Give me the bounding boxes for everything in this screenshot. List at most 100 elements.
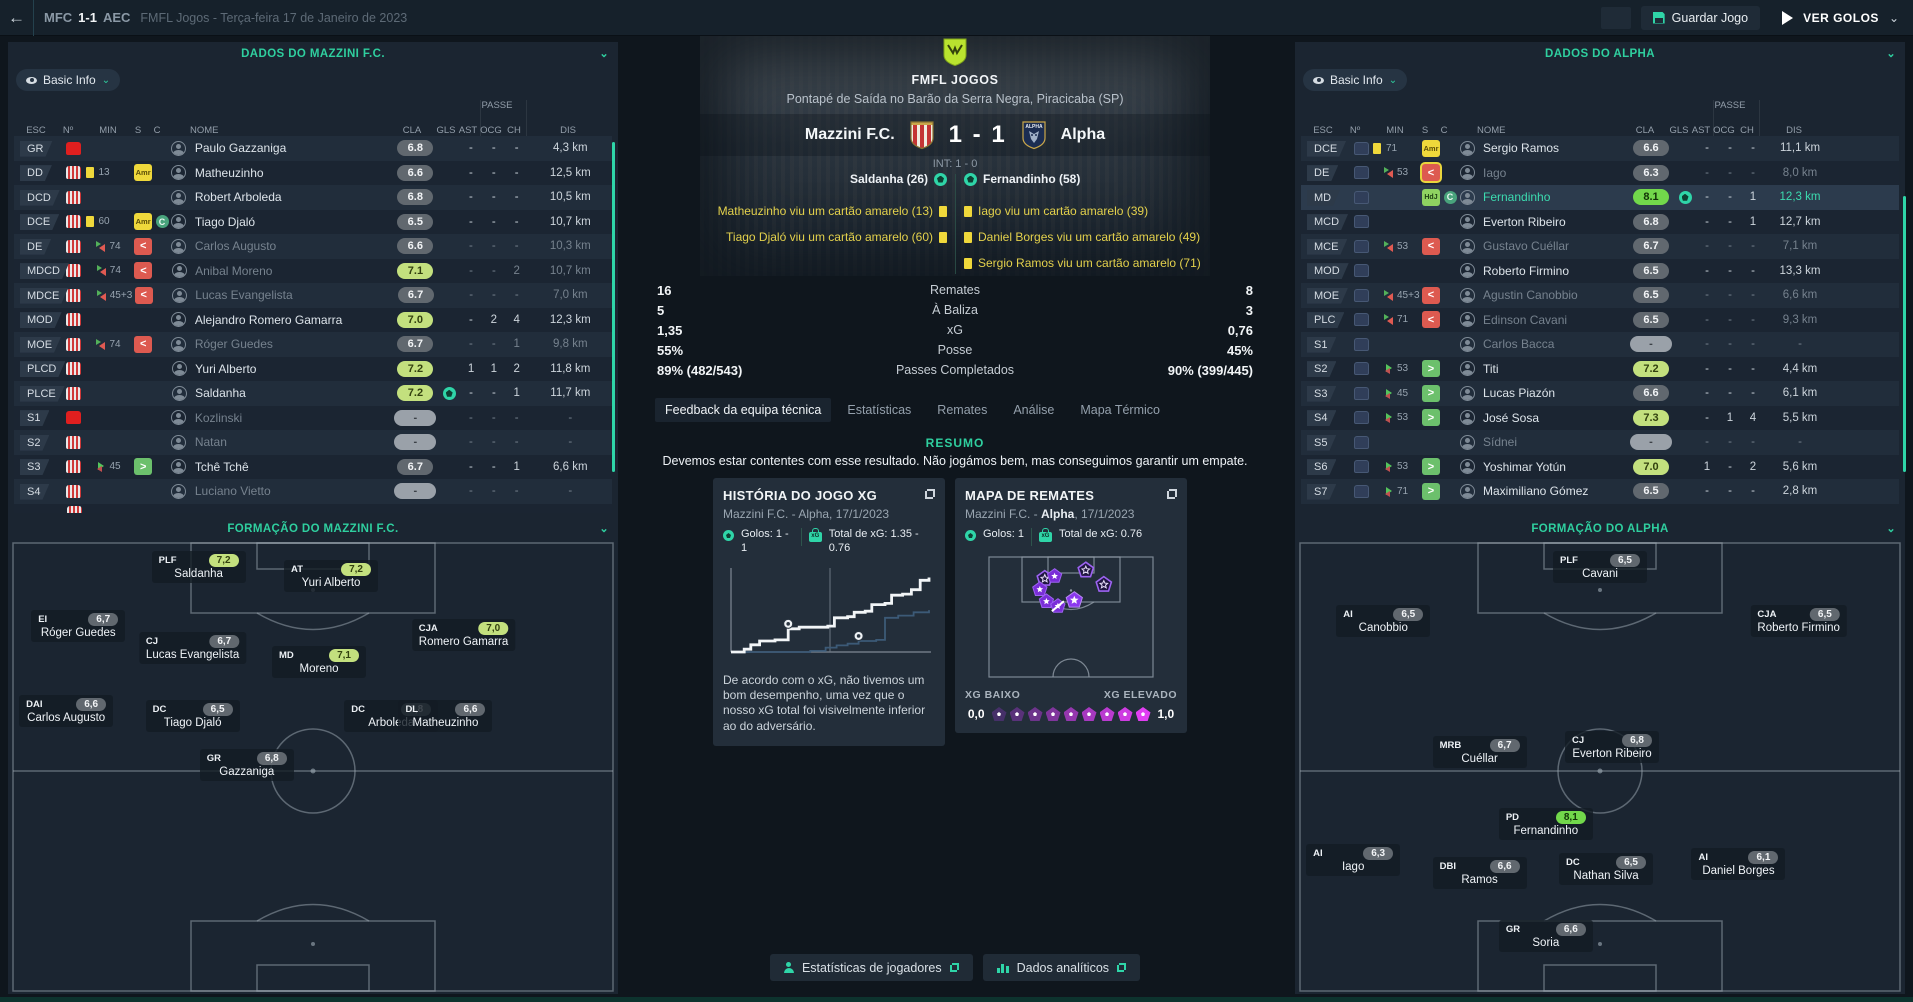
basic-info-dropdown[interactable]: Basic Info ⌄ [1303,69,1408,91]
formation-player-chip[interactable]: PLF 6,5 Cavani [1553,551,1647,583]
chevron-down-icon[interactable]: ⌄ [599,48,609,60]
table-row[interactable]: S6 53 > Yoshimar Yotún 7.0 1 - 2 5,6 km [1301,454,1899,479]
table-row[interactable]: MDCE 45+3 < Lucas Evangelista 6.7 - - - 7,0 km [14,283,612,308]
formation-player-chip[interactable]: DBI 6,6 Ramos [1432,857,1527,889]
save-game-button[interactable]: Guardar Jogo [1640,5,1761,30]
formation-player-chip[interactable]: CJ 6,8 Everton Ribeiro [1565,731,1660,763]
shot-marker[interactable] [1065,591,1083,608]
basic-info-dropdown[interactable]: Basic Info ⌄ [16,69,121,91]
formation-player-chip[interactable]: DL 6,6 Matheuzinho [398,699,493,732]
table-row[interactable]: S2 53 > Titi 7.2 - - - 4,4 km [1301,356,1899,381]
table-row[interactable]: S4 53 > José Sosa 7.3 - 1 4 5,5 km [1301,405,1899,430]
ch-value: - [514,289,519,302]
chevron-down-icon[interactable]: ⌄ [1888,10,1899,25]
formation-player-chip[interactable]: DC 6,5 Tiago Djaló [145,699,240,732]
rating-pill: 7,1 [329,648,360,662]
table-row[interactable]: S4 Luciano Vietto - - - - - [14,479,612,504]
table-row[interactable]: GR Paulo Gazzaniga 6.8 - - - 4,3 km [14,136,612,161]
table-row[interactable]: S7 71 > Maximiliano Gómez 6.5 - - - 2,8 km [1301,479,1899,504]
shot-marker[interactable] [1050,598,1066,613]
expand-icon[interactable] [1167,489,1177,499]
table-row[interactable]: DCE 60 Amr C Tiago Djaló 6.5 - - - 10,7 km [14,209,612,234]
tab-feedback-da-equipa-t-cnica[interactable]: Feedback da equipa técnica [655,398,832,422]
ghost-button[interactable] [1600,6,1631,29]
formation-player-chip[interactable]: AI 6,1 Daniel Borges [1691,848,1786,880]
avatar [171,385,187,401]
formation-player-chip[interactable]: DAI 6,6 Carlos Augusto [19,695,114,727]
col-header-min: MIN [1386,125,1404,136]
formation-player-chip[interactable]: DC 6,5 Nathan Silva [1559,852,1654,885]
ch-value: 1 [513,338,520,351]
formation-player-chip[interactable]: GR 6,8 Gazzaniga [199,749,294,781]
shot-marker[interactable] [1077,561,1095,578]
chevron-down-icon[interactable]: ⌄ [599,523,609,535]
rating-pill: 6.3 [1633,164,1669,181]
formation-player-chip[interactable]: CJ 6,7 Lucas Evangelista [138,632,247,664]
shot-marker[interactable] [1032,581,1048,596]
position-label: PLF [158,555,177,566]
expand-icon[interactable] [925,489,935,499]
shot-marker[interactable] [1095,575,1113,592]
table-row[interactable]: MOE 74 < Róger Guedes 6.7 - - 1 9,8 km [14,332,612,357]
table-row[interactable]: DCE 71 Amr Sergio Ramos 6.6 - - - 11,1 km [1301,136,1899,161]
watch-goals-button[interactable]: VER GOLOS [1803,10,1879,25]
table-row[interactable]: S3 45 > Lucas Piazón 6.6 - - - 6,1 km [1301,381,1899,406]
table-row[interactable]: MOD Roberto Firmino 6.5 - - - 13,3 km [1301,258,1899,283]
table-row[interactable]: DCD Robert Arboleda 6.8 - - - 10,5 km [14,185,612,210]
xg-description: De acordo com o xG, não tivemos um bom d… [723,672,926,733]
play-icon[interactable] [1782,10,1794,25]
table-row[interactable]: MDCD 74 < Anibal Moreno 7.1 - - 2 10,7 km [14,258,612,283]
table-row[interactable]: DE 53 < Iago 6.3 - - - 8,0 km [1301,160,1899,185]
footer-button[interactable]: Dados analíticos [982,954,1141,981]
formation-player-chip[interactable]: MD 7,1 Moreno [272,645,367,678]
table-row[interactable]: S1 Kozlinski - - - - - [14,405,612,430]
away-scorer-label: Fernandinho (58) [983,172,1081,186]
col-header-min: MIN [99,125,117,136]
tab-remates[interactable]: Remates [937,403,988,417]
table-row[interactable]: MD HdJ C Fernandinho 8.1 - - 1 12,3 km [1301,185,1899,210]
tab-estat-sticas[interactable]: Estatísticas [847,403,912,417]
formation-player-chip[interactable]: CJA 7,0 Romero Gamarra [411,618,516,651]
back-button[interactable]: ← [0,0,34,36]
formation-player-chip[interactable]: PD 8,1 Fernandinho [1498,807,1593,840]
table-row[interactable]: MOE 45+3 < Agustin Canobbio 6.5 - - - 6,6 km [1301,283,1899,308]
shirt-icon [1353,337,1369,351]
formation-player-chip[interactable]: CJA 6,5 Roberto Firmino [1750,605,1847,637]
scrollbar[interactable] [1903,196,1906,472]
tab-an-lise[interactable]: Análise [1013,403,1055,417]
formation-player-chip[interactable]: PLF 7,2 Saldanha [151,551,246,583]
table-row[interactable]: S5 Sídnei - - - - - [1301,430,1899,455]
ocg-value: - [1728,215,1732,228]
rating-pill: 6,5 [1809,608,1840,621]
table-row[interactable]: MCD Everton Ribeiro 6.8 - - 1 12,7 km [1301,209,1899,234]
home-stat-value: 89% (482/543) [657,362,743,378]
chevron-down-icon[interactable]: ⌄ [1886,48,1896,60]
table-row[interactable]: DD 13 Amr Matheuzinho 6.6 - - - 12,5 km [14,160,612,185]
table-row[interactable]: S1 Carlos Bacca - - - - - [1301,332,1899,357]
away-stat-value: 3 [1245,302,1253,318]
shot-marker[interactable] [1038,593,1055,608]
formation-player-chip[interactable]: MRB 6,7 Cuéllar [1432,735,1527,768]
table-row[interactable]: DE 74 < Carlos Augusto 6.6 - - - 10,3 km [14,234,612,259]
tab-mapa-t-rmico[interactable]: Mapa Térmico [1080,403,1160,417]
formation-player-chip[interactable]: AI 6,3 Iago [1306,843,1401,876]
rating-pill: 6.7 [1633,238,1669,255]
table-row[interactable]: S3 45 > Tchê Tchê 6.7 - - 1 6,6 km [14,454,612,479]
table-row[interactable]: PLCD Yuri Alberto 7.2 1 1 2 11,8 km [14,356,612,381]
formation-player-chip[interactable]: AT 7,2 Yuri Alberto [284,560,379,592]
formation-player-chip[interactable]: AI 6,5 Canobbio [1336,605,1431,637]
table-row[interactable]: PLC 71 < Edinson Cavani 6.5 - - - 9,3 km [1301,307,1899,332]
scrollbar[interactable] [612,142,615,472]
shot-marker[interactable] [1046,568,1063,583]
table-row[interactable]: PLCE Saldanha 7.2 - - 1 11,7 km [14,381,612,406]
chevron-down-icon[interactable]: ⌄ [1886,523,1896,535]
table-row[interactable]: MOD Alejandro Romero Gamarra 7.0 - 2 4 12,3 km [14,307,612,332]
formation-player-chip[interactable]: GR 6,6 Soria [1498,920,1593,952]
player-name: Cuéllar [1461,752,1498,765]
table-row[interactable]: S2 Natan - - - - - [14,430,612,455]
footer-button[interactable]: Estatísticas de jogadores [769,954,973,981]
sub-off-icon [95,240,106,252]
formation-player-chip[interactable]: EI 6,7 Róger Guedes [31,609,126,642]
chevron-down-icon: ⌄ [1388,74,1398,86]
table-row[interactable]: MCE 53 < Gustavo Cuéllar 6.7 - - - 7,1 km [1301,234,1899,259]
